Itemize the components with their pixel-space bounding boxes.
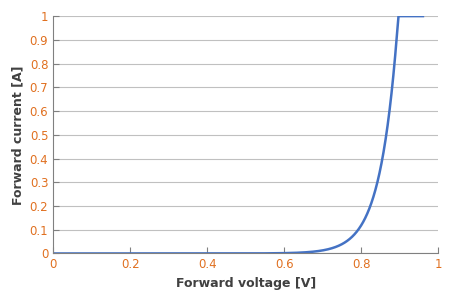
Y-axis label: Forward current [A]: Forward current [A] [11, 65, 24, 205]
X-axis label: Forward voltage [V]: Forward voltage [V] [175, 277, 316, 290]
